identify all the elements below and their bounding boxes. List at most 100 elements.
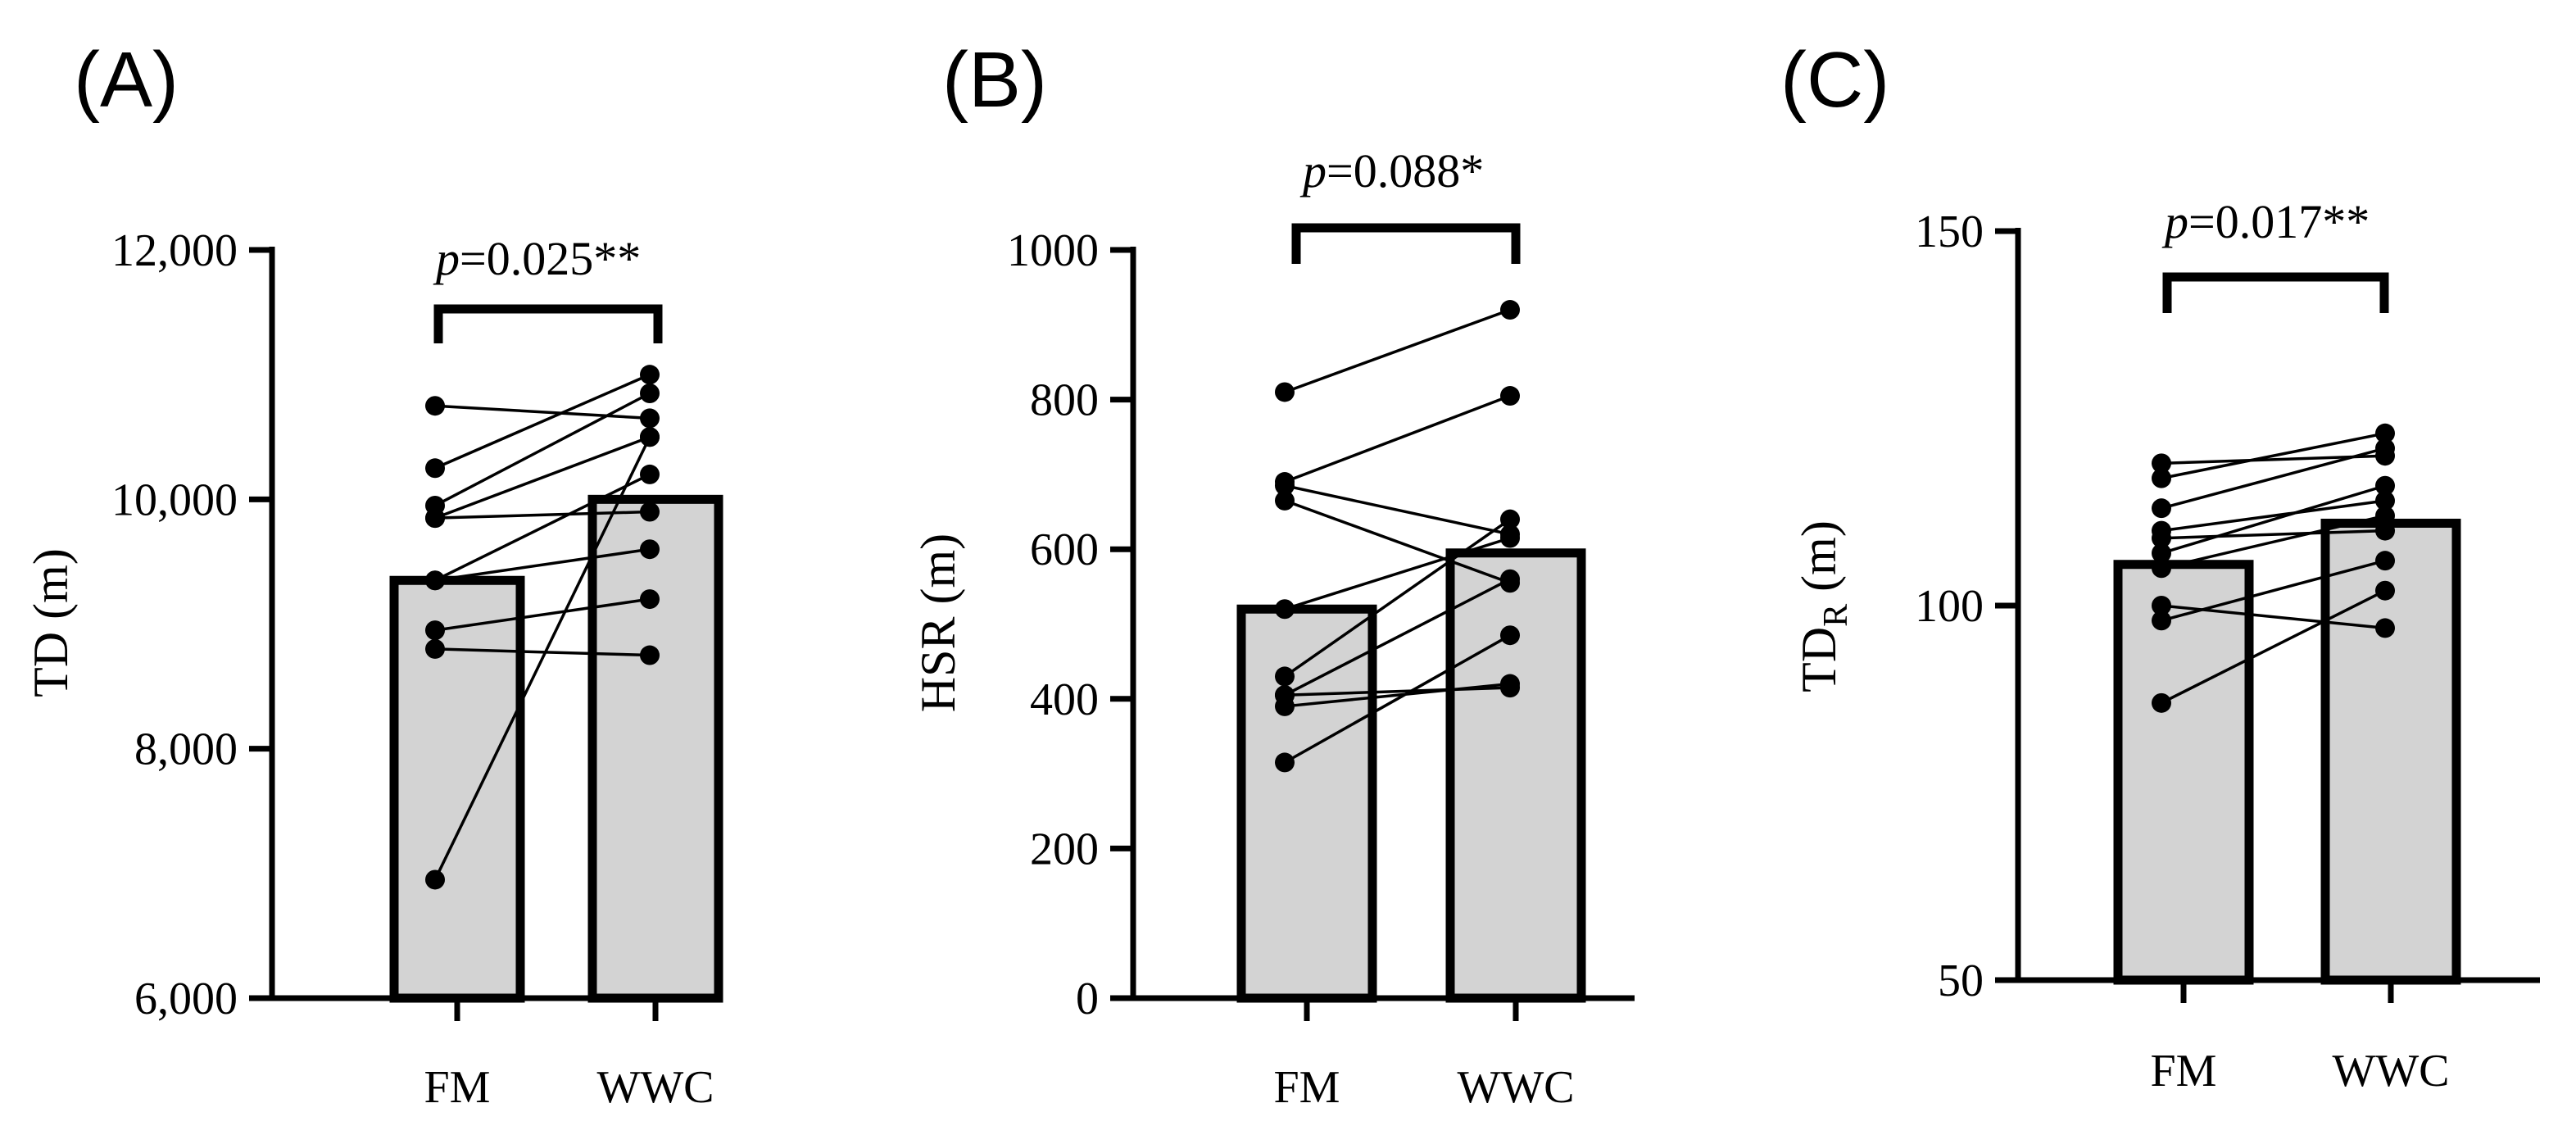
pair-line <box>1284 308 1511 394</box>
data-point-wwc <box>640 427 660 447</box>
y-axis-label: TD (m) <box>24 548 78 697</box>
x-tick-label-wwc: WWC <box>1457 1062 1574 1113</box>
p-value-text: =0.025** <box>460 232 641 285</box>
p-value-symbol: p <box>433 232 460 285</box>
panel-letter: (A) <box>74 36 179 124</box>
pair-line <box>434 435 651 520</box>
pair-line <box>2161 447 2386 510</box>
bar-fm <box>389 575 525 1003</box>
y-tick-label: 50 <box>1938 956 1984 1006</box>
pair-line <box>1284 682 1511 708</box>
pair-line <box>434 392 651 507</box>
pair-line <box>434 373 651 470</box>
data-point-fm <box>425 508 445 529</box>
data-point-wwc <box>2375 475 2395 496</box>
pair-line <box>434 404 651 420</box>
data-point-fm <box>1275 475 1295 496</box>
significance-bracket <box>1291 223 1521 264</box>
data-point-wwc <box>2375 423 2395 443</box>
pair-line <box>1284 578 1511 697</box>
data-point-wwc <box>640 502 660 522</box>
data-point-wwc <box>2375 506 2395 526</box>
panel-c: (C) 50 100 150 FM WWC TDR (m) p=0.017** <box>1780 36 2540 1096</box>
data-point-wwc <box>2375 438 2395 459</box>
data-point-fm <box>425 570 445 591</box>
data-point-fm <box>425 396 445 416</box>
data-point-fm <box>2152 596 2171 615</box>
y-axis-label-unit: (m) <box>911 533 965 617</box>
data-point-fm <box>1275 599 1295 620</box>
y-tick-label: 150 <box>1915 207 1984 257</box>
data-point-wwc <box>640 408 660 429</box>
data-point-fm <box>1275 752 1295 773</box>
y-tick-label: 6,000 <box>134 974 238 1024</box>
data-point-fm <box>2152 528 2171 548</box>
data-point-wwc <box>2375 491 2395 511</box>
data-point-fm <box>2152 558 2171 579</box>
panel-b: (B) 0 200 400 600 800 1000 FM WWC HSR (m) p=0.088* <box>911 36 1635 1113</box>
data-point-fm <box>2152 543 2171 564</box>
pair-line <box>434 547 651 582</box>
data-point-wwc <box>2375 520 2395 541</box>
significance-bracket <box>433 304 663 343</box>
data-point-fm <box>425 869 445 890</box>
x-tick-label-fm: FM <box>1274 1062 1340 1113</box>
pair-line <box>1284 484 1511 536</box>
panel-letter: (C) <box>1780 36 1889 124</box>
x-tick-label-wwc: WWC <box>2332 1046 2449 1096</box>
pair-line <box>2161 432 2386 480</box>
x-tick-label-fm: FM <box>2151 1046 2217 1096</box>
data-point-wwc <box>640 645 660 665</box>
p-value-label: p=0.088* <box>1299 144 1484 197</box>
y-tick-label: 0 <box>1076 974 1099 1024</box>
p-value-label: p=0.017** <box>2161 195 2370 248</box>
panel-letter: (B) <box>942 36 1047 124</box>
p-value-symbol: p <box>2161 195 2188 248</box>
y-tick-label: 10,000 <box>111 474 238 525</box>
bar-wwc <box>1445 548 1586 1003</box>
data-point-wwc <box>640 365 660 385</box>
data-point-fm <box>2152 453 2171 474</box>
data-point-wwc <box>1500 386 1520 406</box>
y-tick-label: 600 <box>1030 524 1099 575</box>
p-value-symbol: p <box>1299 144 1327 197</box>
data-point-fm <box>1275 490 1295 511</box>
x-tick-label-wwc: WWC <box>596 1062 714 1113</box>
pair-line <box>1284 633 1511 764</box>
data-point-wwc <box>1500 625 1520 646</box>
data-point-fm <box>425 620 445 641</box>
pair-line <box>2161 529 2386 540</box>
data-point-wwc <box>640 383 660 403</box>
y-axis-label-main: HSR <box>911 616 965 712</box>
y-axis-label: HSR (m) <box>911 533 965 712</box>
bar-wwc <box>587 494 723 1003</box>
y-tick-label: 12,000 <box>111 225 238 276</box>
pair-line <box>434 597 651 632</box>
pair-line <box>434 473 651 582</box>
pair-line <box>2161 484 2386 555</box>
pair-line <box>1284 394 1511 484</box>
y-axis-label-unit: (m) <box>24 548 78 632</box>
data-point-wwc <box>2375 580 2395 601</box>
data-point-wwc <box>2375 618 2395 638</box>
data-point-wwc <box>2375 551 2395 571</box>
pair-line <box>1283 518 1512 678</box>
y-tick-label: 400 <box>1030 674 1099 725</box>
y-tick-label: 8,000 <box>134 724 238 775</box>
data-point-wwc <box>640 589 660 610</box>
y-axis-label-main: TD <box>1792 627 1846 692</box>
data-point-wwc <box>1500 300 1520 320</box>
pair-line <box>1284 499 1511 584</box>
y-tick-label: 100 <box>1915 581 1984 632</box>
panel-a: (A) 6,000 8,000 10,000 12,000 FM WWC TD (m) p=0.… <box>24 36 723 1113</box>
p-value-text: =0.088* <box>1327 144 1484 197</box>
bar-fm <box>2113 560 2254 985</box>
bar-fm <box>1236 604 1377 1003</box>
p-value-text: =0.017** <box>2188 195 2370 248</box>
pair-line <box>2161 499 2386 533</box>
significance-bracket <box>2162 272 2389 313</box>
y-axis-label-unit: (m) <box>1792 520 1846 604</box>
y-tick-label: 800 <box>1030 375 1099 426</box>
data-point-fm <box>1275 696 1295 716</box>
